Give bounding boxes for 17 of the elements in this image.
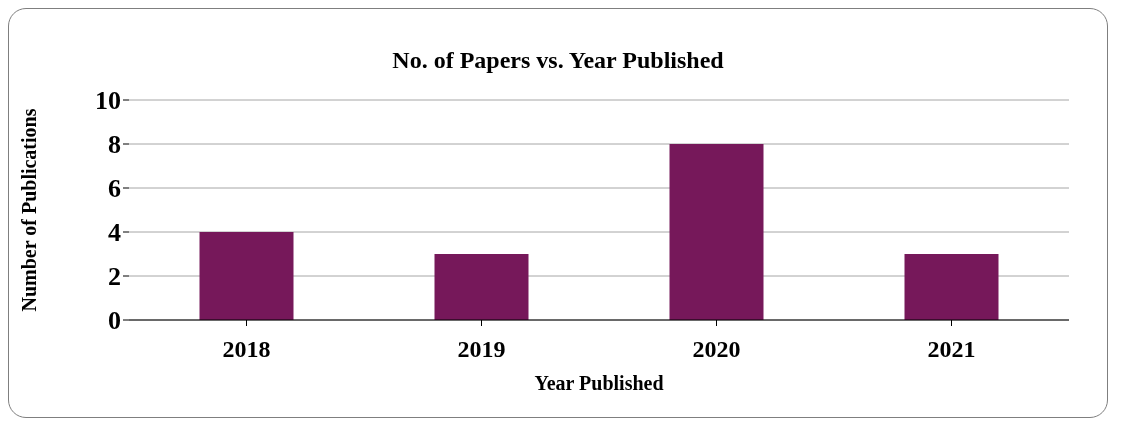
chart-title: No. of Papers vs. Year Published (391, 47, 725, 74)
y-tick-label: 4 (108, 218, 121, 248)
bar (434, 254, 529, 320)
y-tick-label: 8 (108, 130, 121, 160)
x-tick-label: 2021 (927, 336, 976, 363)
y-tick-label: 10 (95, 86, 121, 116)
y-tick-label: 0 (108, 306, 121, 336)
x-axis-title: Year Published (534, 372, 664, 394)
y-axis-title: Number of Publications (18, 108, 41, 312)
y-tick-label: 2 (108, 262, 121, 292)
bar (199, 232, 294, 320)
x-tick-label: 2020 (692, 336, 741, 363)
bar (669, 144, 764, 320)
x-tick-label: 2019 (457, 336, 506, 363)
x-tick-label: 2018 (222, 336, 271, 363)
y-tick-label: 6 (108, 174, 121, 204)
bar (904, 254, 999, 320)
